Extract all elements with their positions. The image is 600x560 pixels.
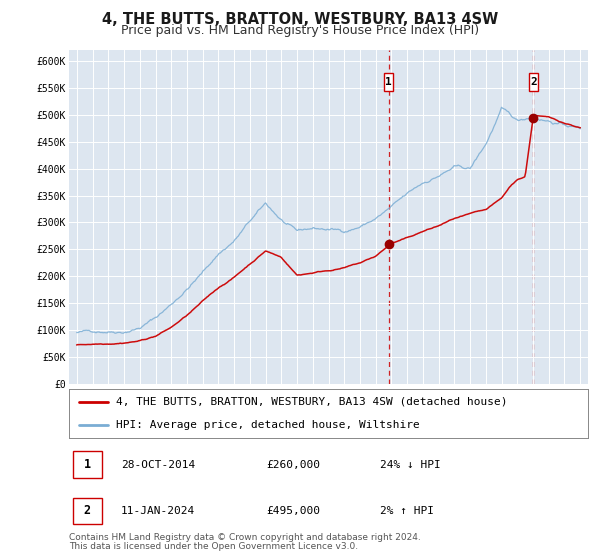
Text: 2: 2	[530, 77, 537, 87]
Text: 4, THE BUTTS, BRATTON, WESTBURY, BA13 4SW (detached house): 4, THE BUTTS, BRATTON, WESTBURY, BA13 4S…	[116, 397, 507, 407]
Text: Contains HM Land Registry data © Crown copyright and database right 2024.: Contains HM Land Registry data © Crown c…	[69, 533, 421, 542]
Text: £260,000: £260,000	[266, 460, 320, 469]
Text: 11-JAN-2024: 11-JAN-2024	[121, 506, 195, 516]
Text: £495,000: £495,000	[266, 506, 320, 516]
Text: 24% ↓ HPI: 24% ↓ HPI	[380, 460, 441, 469]
FancyBboxPatch shape	[73, 451, 101, 478]
FancyBboxPatch shape	[529, 73, 538, 91]
Text: HPI: Average price, detached house, Wiltshire: HPI: Average price, detached house, Wilt…	[116, 419, 419, 430]
Text: Price paid vs. HM Land Registry's House Price Index (HPI): Price paid vs. HM Land Registry's House …	[121, 24, 479, 36]
FancyBboxPatch shape	[385, 73, 393, 91]
Text: 2% ↑ HPI: 2% ↑ HPI	[380, 506, 434, 516]
Text: 1: 1	[84, 458, 91, 471]
Text: 28-OCT-2014: 28-OCT-2014	[121, 460, 195, 469]
FancyBboxPatch shape	[73, 498, 101, 524]
Text: This data is licensed under the Open Government Licence v3.0.: This data is licensed under the Open Gov…	[69, 542, 358, 550]
Text: 4, THE BUTTS, BRATTON, WESTBURY, BA13 4SW: 4, THE BUTTS, BRATTON, WESTBURY, BA13 4S…	[102, 12, 498, 27]
Text: 1: 1	[385, 77, 392, 87]
Text: 2: 2	[84, 505, 91, 517]
